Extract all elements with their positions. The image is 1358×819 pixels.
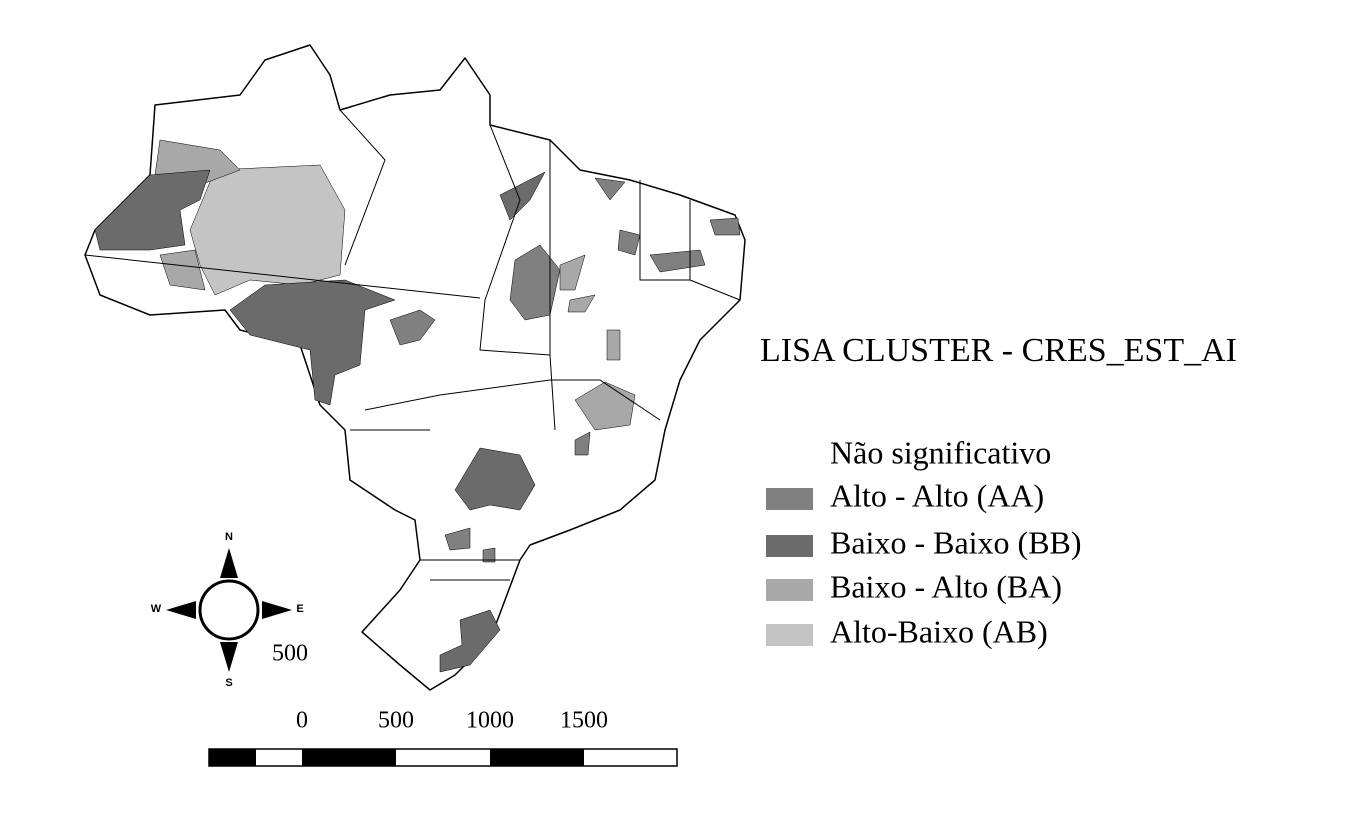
legend-label: Baixo - Alto (BA) — [830, 568, 1062, 604]
cluster-ba — [567, 294, 596, 313]
compass-east: E — [296, 603, 303, 615]
cluster-aa — [594, 177, 626, 201]
state-line — [84, 109, 741, 581]
cluster-ba — [574, 381, 636, 431]
legend-label: Alto-Baixo (AB) — [830, 613, 1048, 649]
legend-swatch — [766, 535, 813, 557]
cluster-ba — [606, 329, 621, 361]
cluster-bb — [94, 169, 211, 251]
cluster-aa — [444, 527, 471, 551]
scale-label: 0 — [296, 708, 308, 734]
compass-south: S — [225, 677, 232, 689]
scale-segment — [302, 749, 396, 766]
compass-arrows — [166, 548, 292, 672]
cluster-aa — [574, 431, 591, 456]
map-title: LISA CLUSTER - CRES_EST_AI — [760, 332, 1237, 369]
cluster-bb — [229, 279, 396, 406]
scale-bar: 0 500 1000 1500 — [208, 708, 678, 767]
cluster-bb — [454, 447, 536, 511]
scale-frame — [208, 748, 678, 767]
legend: Não significativo Alto - Alto (AA) Baixo -… — [766, 434, 1082, 649]
legend-label: Não significativo — [830, 434, 1051, 470]
cluster-aa — [617, 229, 641, 256]
compass-north: N — [225, 531, 233, 543]
compass: N S W E 500 — [151, 531, 308, 689]
cluster-aa — [482, 547, 496, 563]
scale-segment — [490, 749, 584, 766]
cluster-ba — [559, 254, 586, 291]
cluster-bb — [499, 171, 546, 221]
legend-label: Baixo - Baixo (BB) — [830, 524, 1082, 560]
map — [84, 44, 746, 691]
legend-swatch — [766, 488, 813, 510]
scale-label: 1500 — [560, 708, 608, 734]
legend-swatch — [766, 579, 813, 601]
legend-swatch — [766, 624, 813, 646]
cluster-ab — [189, 164, 346, 296]
cluster-aa — [709, 217, 741, 236]
legend-swatch — [766, 445, 813, 467]
cluster-aa — [389, 309, 436, 346]
compass-circle — [198, 579, 260, 641]
compass-label: 500 — [272, 641, 308, 667]
cluster-aa — [649, 249, 706, 273]
scale-segment — [209, 749, 256, 766]
cluster-bb — [439, 609, 501, 673]
cluster-ba — [159, 249, 206, 291]
compass-west: W — [151, 603, 162, 615]
scale-label: 1000 — [466, 708, 514, 734]
scale-label: 500 — [378, 708, 414, 734]
legend-label: Alto - Alto (AA) — [830, 477, 1044, 513]
